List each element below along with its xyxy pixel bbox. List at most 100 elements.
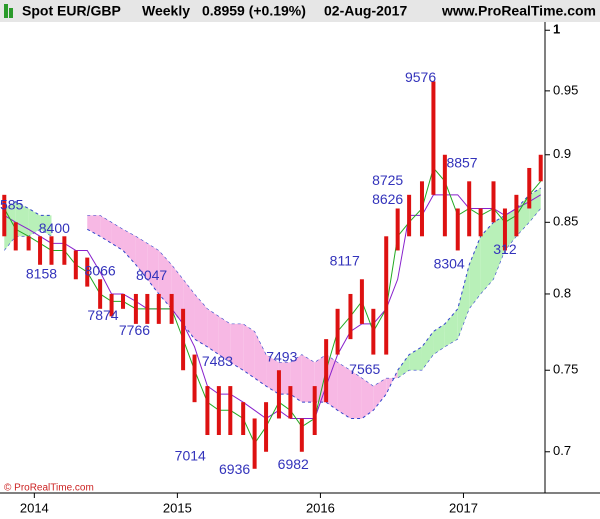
tenkan-line [3,166,542,445]
cloud [230,323,244,371]
cloud [350,370,362,419]
cloud [28,208,41,237]
cloud [337,362,351,419]
x-tick-label: 2017 [449,500,478,515]
candle [491,181,496,223]
candle [514,194,519,237]
candle [38,236,43,265]
candle [133,293,138,324]
y-tick-label: 0.95 [553,82,578,97]
cloud [266,354,279,395]
candle [312,386,317,436]
candle [335,308,340,355]
candle [442,154,447,237]
cloud [158,250,172,309]
candle [13,222,18,251]
candle [384,236,389,355]
cloud [314,354,327,403]
price-label: 8400 [39,220,70,236]
price-label: 7014 [175,448,206,464]
candle [192,354,197,403]
candle [121,293,126,309]
candle [371,308,376,355]
candle [467,181,472,237]
price-label: 7493 [266,348,297,364]
price-label: 9576 [405,69,436,85]
price-label: 7874 [87,307,118,323]
candle [62,236,67,265]
candle [85,257,90,287]
price-label: 6982 [278,456,309,472]
date: 02-Aug-2017 [324,3,407,19]
x-tick-label: 2015 [163,500,192,515]
cloud [123,229,136,265]
chart-title: Spot EUR/GBP [22,3,121,19]
cloud [493,215,505,280]
cloud [290,354,302,403]
price-label: 8047 [136,267,167,283]
cloud [444,308,458,347]
cloud [254,331,267,387]
candle [348,293,353,340]
last-price: 0.8959 (+0.19%) [202,3,306,19]
price-label: 8857 [446,155,477,171]
price-label: 7766 [119,322,150,338]
candle [228,386,233,436]
cloud [183,279,195,340]
candle [241,402,246,436]
candle [2,194,7,237]
cloud [87,215,101,237]
cloud [111,222,124,251]
cloud [516,194,530,237]
cloud [194,293,208,347]
cloud [457,264,470,340]
cloud [421,331,434,371]
candle [276,370,281,419]
y-tick-label: 0.75 [553,362,578,377]
y-tick-label: 0.7 [553,443,571,458]
y-tick-label: 1 [553,22,560,37]
price-label: 8725 [372,172,403,188]
price-label: 8117 [330,253,360,269]
period: Weekly [142,3,190,19]
watermark: © ProRealTime.com [4,483,94,494]
candle [527,167,532,209]
logo [9,8,13,18]
source: www.ProRealTime.com [441,3,596,19]
candle [455,208,460,251]
candle [288,386,293,419]
cloud [100,215,112,244]
candle [407,194,412,237]
candle [98,279,103,309]
candle [181,308,186,371]
candle [252,418,257,469]
candle [502,208,507,251]
cloud [504,208,517,251]
price-label: 7565 [349,361,380,377]
candle [156,293,161,324]
candle [395,208,400,251]
candle [299,418,304,452]
cloud [40,215,52,237]
cloud [433,323,445,355]
cloud [373,378,387,411]
cloud [480,222,494,294]
candle [26,236,31,251]
price-label: 6936 [219,461,250,477]
candle [169,293,174,324]
price-label: 8626 [372,191,403,207]
candle [264,402,269,452]
cloud [397,354,410,379]
cloud [409,346,422,371]
price-label: 7483 [202,353,233,369]
cloud [469,236,481,309]
price-label: 8304 [434,255,465,271]
cloud [301,354,315,403]
cloud [218,316,231,363]
candle [431,81,436,195]
header-bar [0,0,600,22]
y-tick-label: 0.8 [553,285,571,300]
candle [49,236,54,265]
candle [216,386,221,436]
